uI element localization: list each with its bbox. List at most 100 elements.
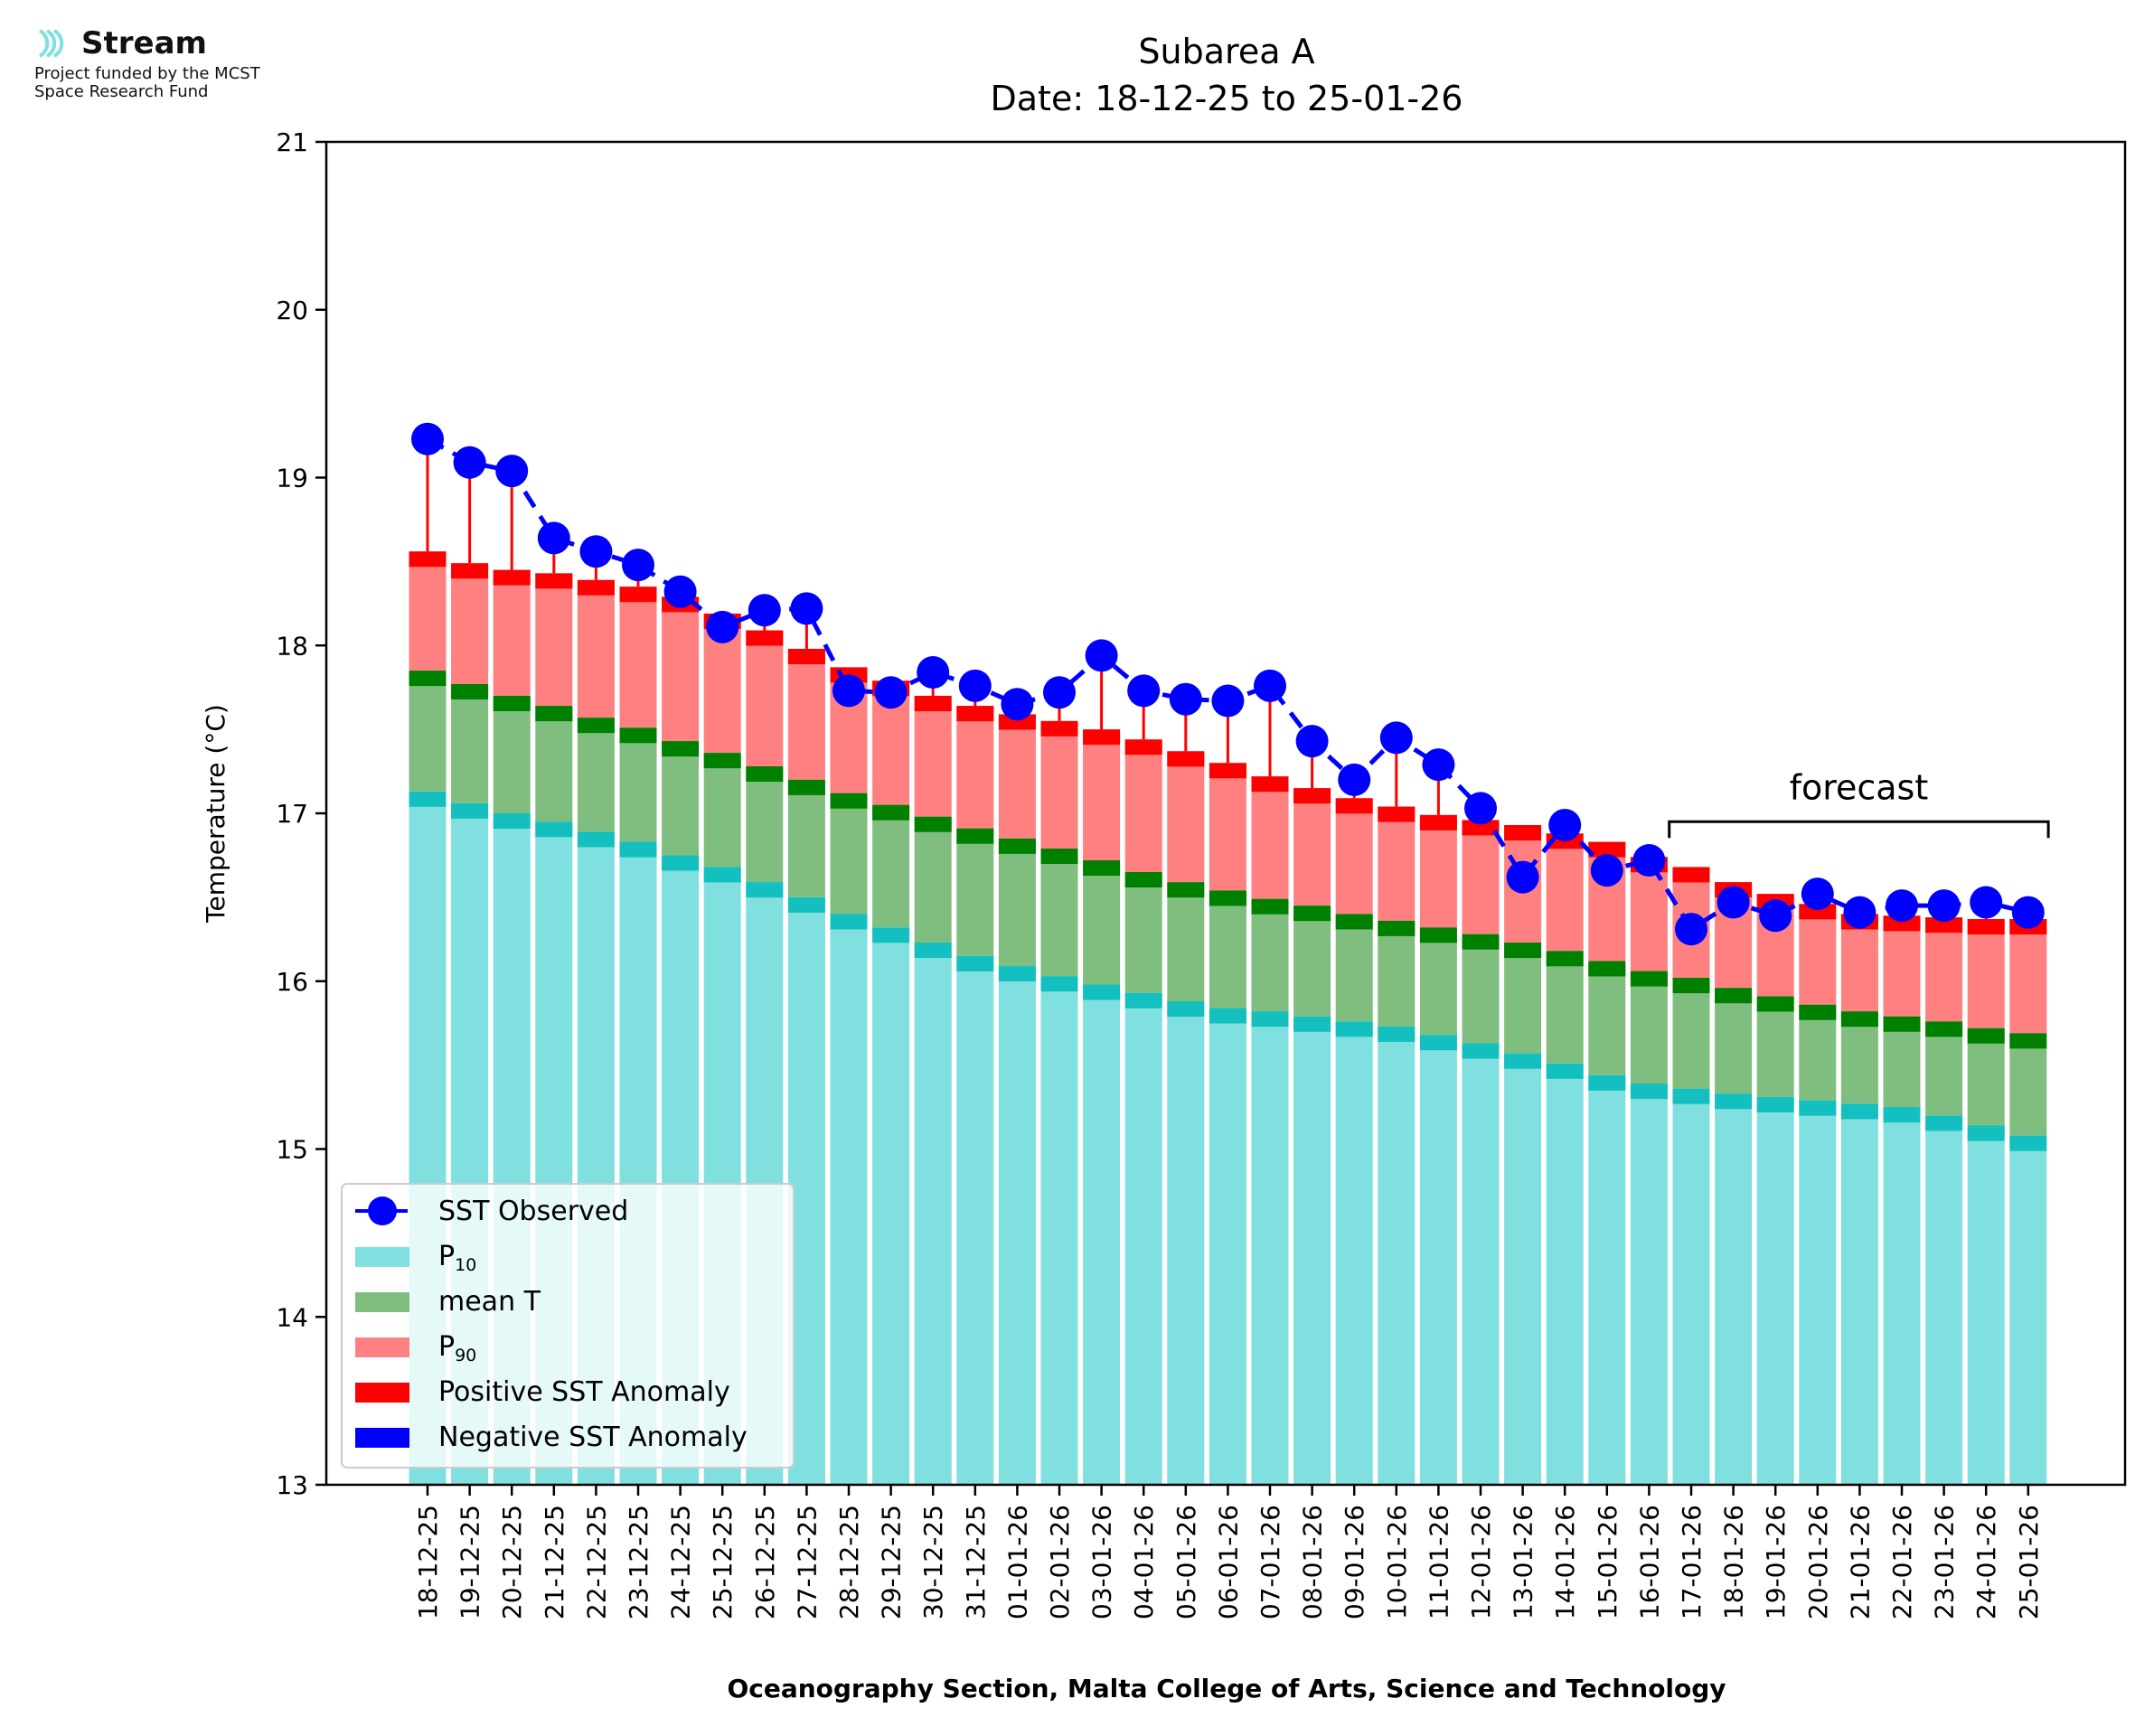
p90-band bbox=[1925, 917, 1963, 934]
p90-band bbox=[619, 586, 657, 603]
mean-band bbox=[1209, 890, 1246, 906]
y-tick-label: 13 bbox=[276, 1470, 308, 1500]
p10-bar bbox=[1167, 1001, 1205, 1485]
x-tick-label: 02-01-26 bbox=[1045, 1505, 1075, 1619]
p10-bar bbox=[1040, 976, 1078, 1485]
y-tick-label: 20 bbox=[276, 296, 308, 325]
p10-band bbox=[1588, 1074, 1626, 1091]
p10-band bbox=[914, 943, 952, 959]
x-tick-label: 14-01-26 bbox=[1550, 1505, 1580, 1619]
legend-observed-label: SST Observed bbox=[438, 1196, 628, 1227]
legend-p10-swatch bbox=[355, 1247, 409, 1267]
observed-point bbox=[790, 592, 823, 625]
p90-band bbox=[956, 706, 994, 722]
mean-bar bbox=[746, 765, 784, 883]
mean-band bbox=[1715, 988, 1753, 1004]
mean-band bbox=[746, 765, 784, 782]
y-tick-label: 15 bbox=[276, 1135, 308, 1165]
x-tick-label: 24-12-25 bbox=[666, 1505, 696, 1619]
mean-band bbox=[1083, 860, 1121, 877]
p90-bar bbox=[1083, 729, 1121, 861]
y-axis-label: Temperature (°C) bbox=[201, 704, 230, 924]
p10-band bbox=[1293, 1016, 1331, 1032]
mean-bar bbox=[1083, 860, 1121, 985]
p10-bar bbox=[1925, 1115, 1963, 1485]
x-tick-label: 09-01-26 bbox=[1340, 1505, 1369, 1619]
p90-bar bbox=[1040, 720, 1078, 849]
y-axis: 13 14 15 16 17 18 19 20 21 bbox=[276, 127, 326, 1500]
p10-band bbox=[1840, 1103, 1878, 1120]
p10-band bbox=[409, 791, 447, 807]
mean-band bbox=[1588, 961, 1626, 977]
p90-band bbox=[535, 573, 573, 589]
mean-bar bbox=[577, 718, 615, 832]
p10-bar bbox=[1335, 1021, 1373, 1485]
p10-bar bbox=[1630, 1084, 1668, 1485]
observed-point bbox=[1338, 763, 1371, 796]
y-tick-label: 17 bbox=[276, 799, 308, 829]
mean-bar bbox=[1546, 951, 1584, 1064]
x-tick-label: 16-01-26 bbox=[1634, 1505, 1664, 1619]
p90-bar bbox=[1883, 915, 1921, 1017]
legend-negative-swatch bbox=[355, 1428, 409, 1448]
observed-point bbox=[1127, 674, 1161, 708]
p10-bar bbox=[1293, 1016, 1331, 1485]
x-tick-label: 11-01-26 bbox=[1424, 1505, 1453, 1619]
mean-bar bbox=[1462, 934, 1500, 1044]
forecast-bracket-line bbox=[1668, 820, 2050, 839]
observed-point bbox=[1590, 854, 1623, 887]
mean-bar bbox=[998, 838, 1036, 967]
p10-bar bbox=[1504, 1053, 1542, 1485]
p10-band bbox=[1715, 1093, 1753, 1110]
p10-band bbox=[1925, 1115, 1963, 1131]
p90-band bbox=[914, 695, 952, 711]
mean-band bbox=[787, 779, 825, 795]
observed-point bbox=[1927, 889, 1961, 923]
observed-point bbox=[663, 575, 697, 608]
mean-bar bbox=[1799, 1004, 1837, 1101]
x-tick-label: 20-01-26 bbox=[1803, 1505, 1833, 1619]
observed-point bbox=[2011, 896, 2045, 929]
mean-band bbox=[619, 727, 657, 744]
y-tick-label: 18 bbox=[276, 631, 308, 661]
p90-band bbox=[1588, 841, 1626, 858]
x-tick-label: 25-01-26 bbox=[2014, 1505, 2044, 1619]
p90-band bbox=[1799, 904, 1837, 920]
x-tick-label: 15-01-26 bbox=[1593, 1505, 1623, 1619]
mean-band bbox=[1883, 1016, 1921, 1032]
mean-bar bbox=[662, 741, 700, 856]
p10-band bbox=[703, 867, 741, 883]
x-tick-label: 24-01-26 bbox=[1971, 1505, 2001, 1619]
mean-band bbox=[1504, 943, 1542, 959]
p10-bar bbox=[1462, 1043, 1500, 1485]
p90-bar bbox=[1251, 776, 1289, 899]
p10-bar bbox=[1756, 1096, 1794, 1485]
p10-band bbox=[956, 955, 994, 971]
p10-band bbox=[1335, 1021, 1373, 1037]
observed-point bbox=[1801, 877, 1834, 911]
mean-bar bbox=[830, 793, 868, 915]
mean-bar bbox=[1925, 1021, 1963, 1116]
mean-band bbox=[703, 753, 741, 769]
legend-box bbox=[341, 1183, 795, 1469]
observed-point bbox=[537, 521, 570, 555]
p10-bar bbox=[1378, 1026, 1416, 1485]
p10-band bbox=[1504, 1053, 1542, 1069]
x-tick-label: 27-12-25 bbox=[792, 1505, 822, 1619]
mean-bar bbox=[1588, 961, 1626, 1075]
x-tick-label: 25-12-25 bbox=[708, 1505, 738, 1619]
p10-bar bbox=[1588, 1074, 1626, 1485]
observed-point bbox=[1970, 886, 2003, 919]
p10-band bbox=[1672, 1088, 1710, 1104]
x-tick-label: 03-01-26 bbox=[1087, 1505, 1117, 1619]
p10-band bbox=[1546, 1063, 1584, 1079]
x-axis: 18-12-25 19-12-25 20-12-25 21-12-25 22-12-25… bbox=[413, 1485, 2044, 1619]
mean-bar bbox=[1209, 890, 1246, 1009]
p10-bar bbox=[1883, 1107, 1921, 1485]
p10-bar bbox=[1967, 1125, 2005, 1485]
observed-point bbox=[874, 676, 908, 709]
p10-bar bbox=[2009, 1135, 2047, 1485]
p10-bar bbox=[1840, 1103, 1878, 1485]
mean-band bbox=[830, 793, 868, 809]
observed-point bbox=[1759, 899, 1792, 933]
